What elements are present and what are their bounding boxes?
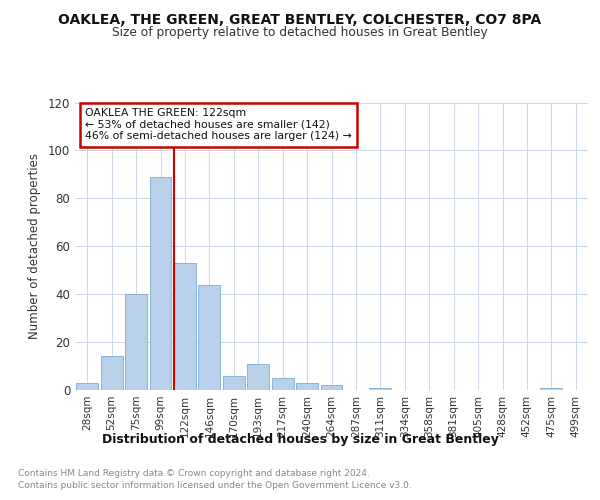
Bar	[272, 378, 293, 390]
Text: OAKLEA THE GREEN: 122sqm
← 53% of detached houses are smaller (142)
46% of semi-: OAKLEA THE GREEN: 122sqm ← 53% of detach…	[85, 108, 352, 142]
Bar	[199, 284, 220, 390]
Bar	[149, 177, 172, 390]
Bar	[320, 385, 343, 390]
Text: Size of property relative to detached houses in Great Bentley: Size of property relative to detached ho…	[112, 26, 488, 39]
Bar	[174, 263, 196, 390]
Bar	[541, 388, 562, 390]
Bar	[125, 294, 147, 390]
Bar	[223, 376, 245, 390]
Y-axis label: Number of detached properties: Number of detached properties	[28, 153, 41, 340]
Bar	[296, 383, 318, 390]
Bar	[101, 356, 122, 390]
Bar	[76, 383, 98, 390]
Bar	[370, 388, 391, 390]
Text: OAKLEA, THE GREEN, GREAT BENTLEY, COLCHESTER, CO7 8PA: OAKLEA, THE GREEN, GREAT BENTLEY, COLCHE…	[58, 12, 542, 26]
Text: Distribution of detached houses by size in Great Bentley: Distribution of detached houses by size …	[101, 432, 499, 446]
Text: Contains public sector information licensed under the Open Government Licence v3: Contains public sector information licen…	[18, 481, 412, 490]
Text: Contains HM Land Registry data © Crown copyright and database right 2024.: Contains HM Land Registry data © Crown c…	[18, 469, 370, 478]
Bar	[247, 364, 269, 390]
